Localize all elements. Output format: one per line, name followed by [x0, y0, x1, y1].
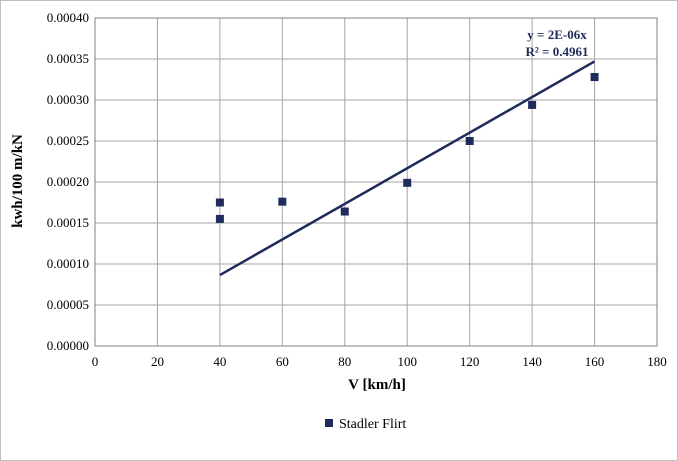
y-tick-label: 0.00010	[47, 256, 89, 271]
trendline-r-squared: R² = 0.4961	[526, 44, 589, 59]
data-point	[278, 197, 287, 206]
x-tick-label: 100	[397, 354, 417, 369]
data-point	[215, 198, 224, 207]
y-tick-label: 0.00005	[47, 297, 89, 312]
x-tick-label: 0	[92, 354, 99, 369]
y-tick-label: 0.00020	[47, 174, 89, 189]
data-points	[215, 73, 599, 223]
y-axis-ticks: 0.00000 0.00005 0.00010 0.00015 0.00020 0.000…	[47, 10, 89, 353]
data-point	[403, 178, 412, 187]
x-tick-label: 60	[276, 354, 289, 369]
legend-label: Stadler Flirt	[339, 417, 406, 432]
x-tick-label: 140	[522, 354, 542, 369]
data-point	[340, 207, 349, 216]
y-tick-label: 0.00030	[47, 92, 89, 107]
y-tick-label: 0.00015	[47, 215, 89, 230]
legend-marker	[325, 419, 333, 427]
data-point	[528, 100, 537, 109]
x-axis-title: V [km/h]	[348, 377, 406, 393]
plot-area	[94, 17, 658, 347]
x-tick-label: 160	[585, 354, 605, 369]
y-tick-label: 0.00035	[47, 51, 89, 66]
trendline	[219, 60, 596, 277]
data-point	[215, 214, 224, 223]
y-axis-title: kwh/100 m/kN	[10, 134, 26, 228]
data-point	[590, 73, 599, 82]
x-axis-ticks: 0 20 40 60 80 100 120 140 160 180	[92, 354, 667, 369]
x-tick-label: 20	[151, 354, 164, 369]
x-tick-label: 80	[338, 354, 351, 369]
y-tick-label: 0.00000	[47, 338, 89, 353]
y-tick-label: 0.00040	[47, 10, 89, 25]
x-tick-label: 120	[460, 354, 480, 369]
data-point	[465, 137, 474, 145]
y-tick-label: 0.00025	[47, 133, 89, 148]
gridlines	[94, 17, 658, 347]
x-tick-label: 40	[213, 354, 226, 369]
x-tick-label: 180	[647, 354, 667, 369]
trendline-equation: y = 2E-06x	[527, 27, 587, 42]
